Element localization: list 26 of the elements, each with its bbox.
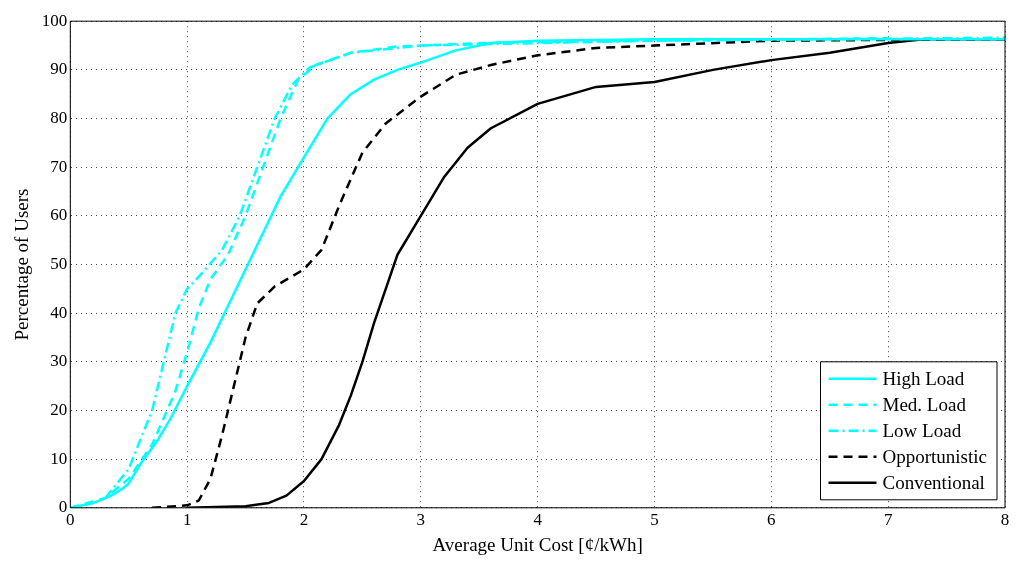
- x-tick-label: 6: [767, 510, 776, 530]
- x-tick-label: 7: [883, 510, 893, 530]
- y-tick-label: 10: [50, 448, 68, 468]
- y-tick-label: 20: [50, 399, 68, 419]
- y-tick-label: 60: [50, 205, 68, 225]
- x-tick-label: 8: [1000, 510, 1010, 530]
- x-tick-label: 5: [650, 510, 659, 530]
- x-tick-label: 1: [182, 510, 192, 530]
- y-tick-label: 100: [41, 10, 68, 30]
- y-tick-label: 70: [50, 156, 68, 176]
- legend-label: Low Load: [882, 419, 962, 441]
- y-tick-label: 30: [50, 351, 68, 371]
- x-tick-label: 2: [299, 510, 309, 530]
- x-tick-label: 3: [416, 510, 426, 530]
- legend-label: Conventional: [882, 471, 985, 493]
- y-tick-label: 90: [50, 59, 68, 79]
- y-tick-label: 50: [50, 253, 68, 273]
- legend-label: Med. Load: [882, 393, 967, 415]
- x-axis-title: Average Unit Cost [¢/kWh]: [432, 533, 643, 555]
- x-tick-label: 4: [533, 510, 543, 530]
- y-axis-title: Percentage of Users: [11, 188, 33, 341]
- y-tick-label: 80: [50, 107, 68, 127]
- y-tick-label: 0: [58, 497, 68, 517]
- legend-label: Opportunistic: [882, 445, 988, 467]
- y-tick-label: 40: [50, 302, 68, 322]
- legend-label: High Load: [882, 367, 965, 389]
